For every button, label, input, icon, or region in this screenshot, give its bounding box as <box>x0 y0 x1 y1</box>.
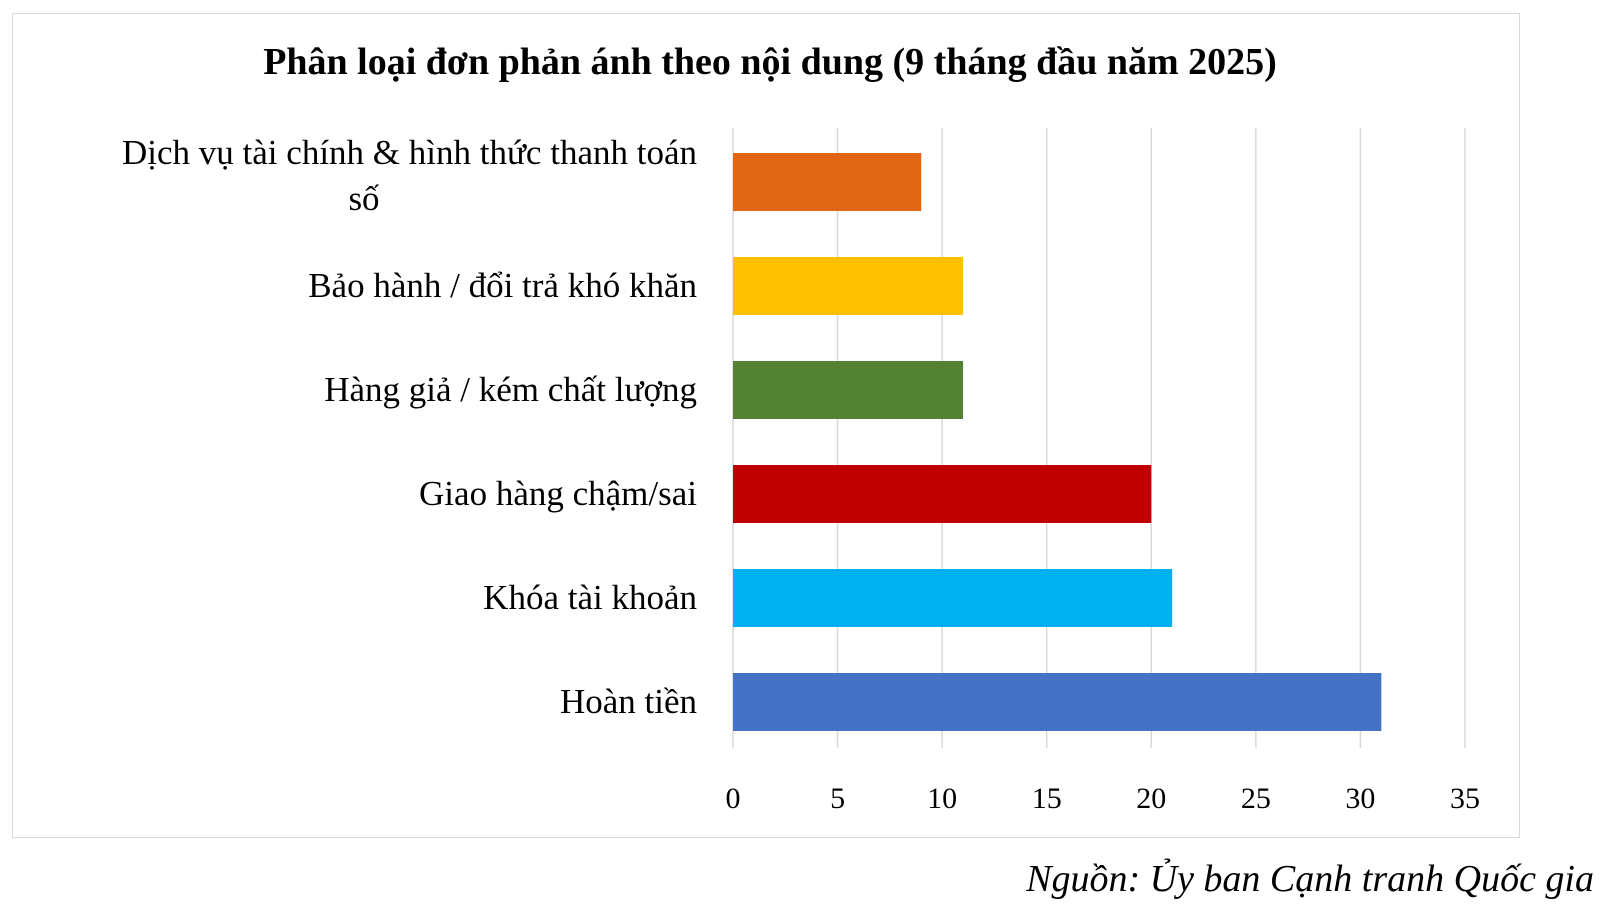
x-tick-label: 30 <box>1345 782 1375 815</box>
category-label: Khóa tài khoản <box>483 578 697 617</box>
source-note: Nguồn: Ủy ban Cạnh tranh Quốc gia <box>1026 858 1594 900</box>
x-tick-label: 0 <box>726 782 741 815</box>
gridlines <box>732 128 1466 748</box>
bar <box>733 569 1173 627</box>
bar <box>733 257 964 315</box>
bar <box>733 465 1152 523</box>
category-labels: Dịch vụ tài chính & hình thức thanh toán… <box>122 133 697 721</box>
category-label: Hoàn tiền <box>560 682 697 721</box>
x-tick-label: 5 <box>830 782 845 815</box>
category-label: Hàng giả / kém chất lượng <box>324 370 697 409</box>
bar <box>733 673 1382 731</box>
bar <box>733 153 922 211</box>
category-label: Giao hàng chậm/sai <box>419 474 697 513</box>
bar <box>733 361 964 419</box>
x-tick-labels: 0 5 10 15 20 25 30 35 <box>726 782 1481 815</box>
category-label: số <box>348 179 379 218</box>
x-tick-label: 35 <box>1450 782 1480 815</box>
x-tick-label: 25 <box>1241 782 1271 815</box>
x-tick-label: 20 <box>1136 782 1166 815</box>
category-label: Dịch vụ tài chính & hình thức thanh toán <box>122 133 697 172</box>
x-tick-label: 10 <box>927 782 957 815</box>
x-tick-label: 15 <box>1032 782 1062 815</box>
category-label: Bảo hành / đổi trả khó khăn <box>308 266 697 305</box>
bars <box>733 153 1382 731</box>
chart-title: Phân loại đơn phản ánh theo nội dung (9 … <box>263 41 1277 83</box>
